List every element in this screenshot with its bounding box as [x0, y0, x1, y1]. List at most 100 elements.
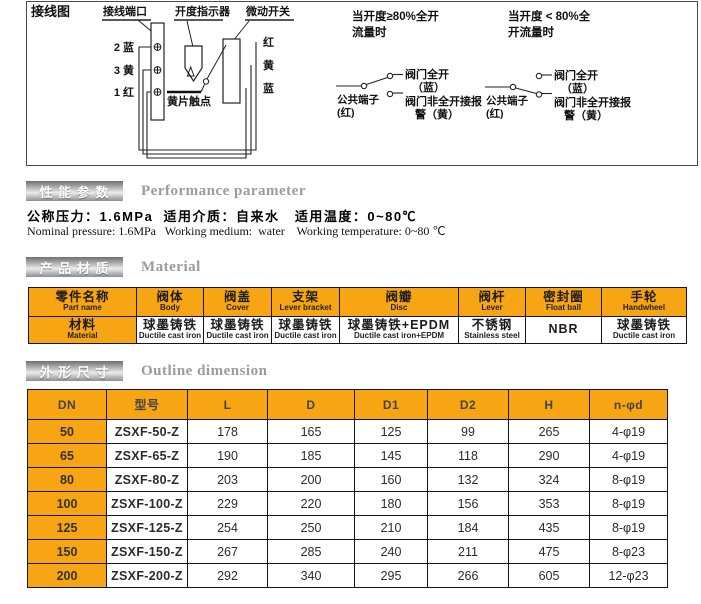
material-value-cn: 球墨铸铁 [278, 318, 333, 333]
table-row: 100 ZSXF-100-Z 229 220 180 156 353 8-φ19 [27, 491, 668, 516]
dimension-value-cell: 178 [187, 419, 268, 444]
dimension-value-cell: 353 [508, 491, 590, 516]
indicator-triangle-icon [186, 65, 195, 77]
table-row: 80 ZSXF-80-Z 203 200 160 132 324 8-φ19 [27, 467, 668, 492]
dimension-table: DN 型号 L D D1 D2 H n-φd 50 ZSXF-50-Z 178 165… [27, 389, 668, 588]
dimension-dn-cell: 150 [27, 539, 107, 564]
micro-switch-body [222, 38, 241, 104]
table-row: 65 ZSXF-65-Z 190 185 145 118 290 4-φ19 [27, 443, 668, 468]
performance-section-banner: 性 能 参 数 [26, 181, 123, 201]
material-header-en: Part name [63, 303, 102, 313]
dimension-header-h: H [508, 389, 590, 420]
dimension-value-cell: 8-φ19 [589, 515, 668, 540]
circuit-open-title-2: 流量时 [352, 25, 387, 39]
material-header-cn: 阀盖 [223, 290, 251, 305]
material-header-cn: 支架 [291, 290, 319, 305]
dimension-value-cell: 229 [187, 491, 268, 516]
material-value-en: Ductile cast iron+EPDM [353, 331, 445, 341]
dimension-section-banner: 外 形 尺 寸 [26, 361, 123, 381]
material-header-cell: 支架 Lever bracket [271, 287, 340, 317]
material-value-en: Ductile cast iron [206, 331, 269, 341]
dimension-value-cell: 145 [354, 443, 428, 468]
micro-switch-pointer [232, 19, 294, 42]
material-value-cell: 球墨铸铁 Ductile cast iron [601, 316, 687, 344]
dimension-value-cell: 211 [427, 539, 509, 564]
dimension-heading-en: Outline dimension [141, 363, 268, 379]
material-value-cell: 球墨铸铁+EPDM Ductile cast iron+EPDM [339, 316, 459, 344]
dimension-header-d1: D1 [354, 389, 428, 420]
terminal-port-label: 接线端口 [103, 4, 147, 18]
material-header-cn: 阀瓣 [385, 290, 413, 305]
performance-heading-en: Performance parameter [141, 183, 306, 199]
material-heading-en: Material [141, 259, 201, 275]
dimension-header-nphid: n-φd [589, 389, 668, 420]
material-value-en: Ductile cast iron [138, 331, 202, 341]
dimension-model-cell: ZSXF-65-Z [106, 443, 188, 468]
material-header-cn: 阀体 [156, 290, 184, 305]
table-row: 50 ZSXF-50-Z 178 165 125 99 265 4-φ19 [27, 419, 668, 444]
material-header-cell: 阀盖 Cover [203, 287, 272, 317]
circuit-open-alarm-label-2: 警（黄） [414, 107, 459, 121]
material-value-cn: 球墨铸铁 [142, 318, 197, 333]
circuit-closed-fullopen-color: （蓝） [561, 81, 594, 95]
wiring-diagram: 接线图 接线端口 2 蓝 3 黄 1 红 红 黄 蓝 开度指示器 微动开关 [26, 1, 698, 166]
material-header-en: Handwheel [622, 303, 666, 313]
circuit-open-fullopen-color: （蓝） [412, 80, 445, 94]
performance-line-cn: 公称压力：1.6MPa 适用介质：自来水 适用温度：0~80℃ [27, 209, 418, 224]
screw-terminal-icon [153, 43, 162, 96]
performance-heading-cn: 性 能 参 数 [39, 184, 110, 200]
dimension-value-cell: 200 [267, 467, 355, 492]
material-header-en: Body [160, 303, 180, 313]
material-value-cell: 球墨铸铁 Ductile cast iron [203, 316, 272, 344]
circuit-closed-common-color: (红) [486, 107, 504, 120]
dimension-value-cell: 203 [187, 467, 268, 492]
material-value-row: 材料 Material 球墨铸铁 Ductile cast iron 球墨铸铁 Duc… [28, 316, 687, 344]
circuit-closed-fullopen-label: 阀门全开 [554, 68, 598, 82]
material-header-cell: 阀瓣 Disc [339, 287, 459, 317]
dimension-value-cell: 184 [427, 515, 509, 540]
circuit-closed-alarm-label: 阀门非全开接报 [554, 95, 632, 109]
dimension-value-cell: 266 [427, 563, 509, 588]
terminal-3-label: 3 黄 [114, 63, 134, 77]
performance-line-en: Nominal pressure: 1.6MPa Working medium:… [27, 224, 446, 238]
material-header-cell: 阀杆 Lever [458, 287, 526, 317]
material-value-cn: 不锈钢 [471, 318, 513, 333]
circuit-closed: 当开度 < 80%全 开流量时 阀门全开 （蓝） 阀门非全开接报 警（黄） 公共… [485, 9, 632, 122]
dimension-value-cell: 240 [354, 539, 428, 564]
dimension-dn-cell: 65 [27, 443, 107, 468]
material-header-cell: 阀体 Body [136, 287, 204, 317]
table-row: 125 ZSXF-125-Z 254 250 210 184 435 8-φ19 [27, 515, 668, 540]
dimension-heading-cn: 外 形 尺 寸 [39, 364, 110, 380]
dimension-value-cell: 99 [427, 419, 509, 444]
dimension-model-cell: ZSXF-125-Z [106, 515, 188, 540]
dimension-value-cell: 292 [187, 563, 268, 588]
dimension-value-cell: 190 [187, 443, 268, 468]
dimension-dn-cell: 100 [27, 491, 107, 516]
dimension-value-cell: 254 [187, 515, 268, 540]
micro-switch-label: 微动开关 [245, 4, 290, 18]
dimension-value-cell: 290 [508, 443, 590, 468]
circuit-open-fullopen-label: 阀门全开 [405, 67, 449, 81]
dimension-value-cell: 8-φ19 [589, 491, 668, 516]
circuit-closed-title-2: 开流量时 [508, 25, 554, 39]
dimension-model-cell: ZSXF-50-Z [106, 419, 188, 444]
dimension-value-cell: 12-φ23 [589, 563, 668, 588]
wire-yellow-label: 黄 [263, 58, 274, 72]
dimension-header-l: L [187, 389, 268, 420]
opening-indicator [184, 45, 203, 83]
dimension-model-cell: ZSXF-100-Z [106, 491, 188, 516]
material-header-en: Float ball [545, 303, 582, 313]
material-value-en: Ductile cast iron [612, 331, 676, 341]
table-row: 150 ZSXF-150-Z 267 285 240 211 475 8-φ23 [27, 539, 668, 564]
dimension-value-cell: 475 [508, 539, 590, 564]
circuit-closed-alarm-label-2: 警（黄） [563, 108, 608, 122]
dimension-value-cell: 125 [354, 419, 428, 444]
circuit-open-common-color: (红) [337, 106, 355, 119]
dimension-header-model: 型号 [106, 389, 188, 420]
dimension-value-cell: 267 [187, 539, 268, 564]
material-header-cn: 手轮 [630, 290, 658, 305]
material-value-cn: 球墨铸铁+EPDM [347, 318, 451, 333]
circuit-open-alarm-label: 阀门非全开接报 [405, 94, 483, 108]
dimension-value-cell: 210 [354, 515, 428, 540]
yellow-contact-label: 黄片触点 [167, 94, 211, 108]
